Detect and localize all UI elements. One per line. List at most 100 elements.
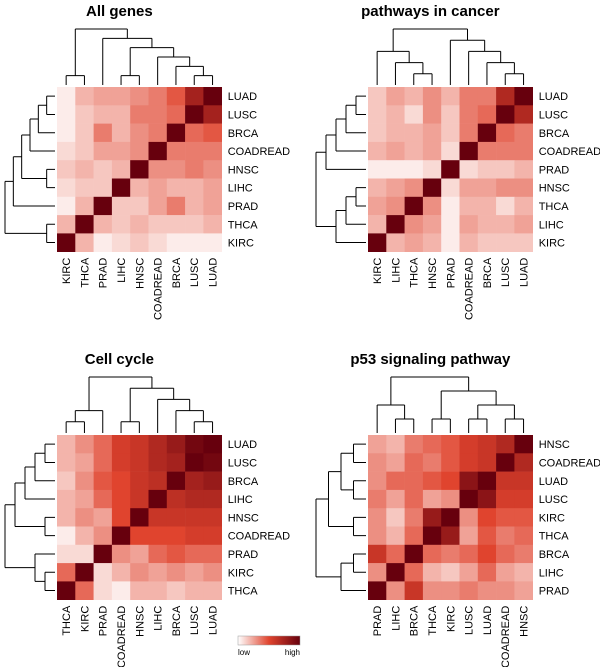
row-label: LIHC bbox=[539, 219, 564, 231]
heatmap-cell bbox=[386, 233, 405, 252]
column-label: THCA bbox=[409, 257, 421, 288]
heatmap-cell bbox=[111, 435, 131, 454]
heatmap-cell bbox=[185, 141, 204, 161]
heatmap-cell bbox=[75, 123, 94, 143]
heatmap-cell bbox=[441, 563, 460, 582]
heatmap-cell bbox=[93, 105, 113, 124]
heatmap-cell bbox=[57, 215, 76, 234]
heatmap-cell bbox=[441, 508, 460, 527]
heatmap-cell bbox=[203, 215, 222, 234]
heatmap-cell bbox=[203, 196, 222, 216]
row-label: COADREAD bbox=[539, 146, 600, 158]
heatmap-cell bbox=[203, 581, 222, 600]
column-label: LUAD bbox=[208, 258, 220, 287]
heatmap-cell bbox=[441, 196, 460, 216]
heatmap-cell bbox=[130, 526, 149, 546]
heatmap-cell bbox=[111, 508, 131, 527]
column-label: KIRC bbox=[61, 258, 73, 284]
heatmap-cell bbox=[422, 123, 442, 143]
row-dendrogram bbox=[4, 443, 55, 592]
heatmap-cell bbox=[57, 435, 76, 454]
heatmap-cell bbox=[404, 471, 424, 491]
heatmap-cell bbox=[514, 105, 533, 124]
heatmap-cell bbox=[496, 435, 515, 454]
heatmap-cell bbox=[148, 581, 168, 600]
heatmap-cell bbox=[477, 471, 497, 491]
heatmap-cell bbox=[148, 160, 168, 179]
heatmap-cell bbox=[496, 508, 515, 527]
heatmap-cell bbox=[404, 508, 424, 527]
heatmap-cell bbox=[459, 508, 479, 527]
row-label: LIHC bbox=[228, 494, 253, 506]
column-label: BRCA bbox=[171, 605, 183, 636]
heatmap-cell bbox=[130, 508, 149, 527]
column-label: THCA bbox=[79, 257, 91, 288]
heatmap-cell bbox=[93, 196, 113, 216]
heatmap-cell bbox=[57, 544, 76, 564]
heatmap-cell bbox=[514, 435, 533, 454]
heatmap-cell bbox=[368, 105, 387, 124]
heatmap-cell bbox=[404, 196, 424, 216]
heatmap-cell bbox=[496, 581, 515, 600]
panel-title: pathways in cancer bbox=[361, 3, 500, 20]
heatmap-cell bbox=[368, 87, 387, 106]
heatmap-cell bbox=[422, 215, 442, 234]
heatmap-cell bbox=[496, 178, 515, 198]
row-dendrogram bbox=[315, 443, 366, 592]
heatmap-cell bbox=[148, 526, 168, 546]
row-dendrogram bbox=[4, 95, 55, 244]
heatmap-cell bbox=[386, 160, 405, 179]
heatmap-cell bbox=[404, 544, 424, 564]
heatmap-cell bbox=[404, 581, 424, 600]
heatmap-cell bbox=[57, 526, 76, 546]
heatmap-cell bbox=[514, 563, 533, 582]
row-label: PRAD bbox=[228, 201, 259, 213]
column-label: PRAD bbox=[98, 606, 110, 637]
heatmap-cell bbox=[368, 178, 387, 198]
row-label: LUSC bbox=[539, 494, 568, 506]
row-label: HNSC bbox=[539, 183, 570, 195]
heatmap-cell bbox=[111, 526, 131, 546]
heatmap-cell bbox=[203, 563, 222, 582]
heatmap-cell bbox=[404, 123, 424, 143]
heatmap-cell bbox=[148, 87, 168, 106]
heatmap-cell bbox=[368, 508, 387, 527]
heatmap-cell bbox=[111, 233, 131, 252]
heatmap-cell bbox=[368, 471, 387, 491]
heatmap-cell bbox=[93, 160, 113, 179]
heatmap-cell bbox=[422, 178, 442, 198]
heatmap-cell bbox=[130, 160, 149, 179]
heatmap-cell bbox=[386, 581, 405, 600]
heatmap-cell bbox=[477, 489, 497, 509]
heatmap-cell bbox=[148, 123, 168, 143]
heatmap-cell bbox=[441, 581, 460, 600]
heatmap-cell bbox=[441, 453, 460, 472]
row-label: THCA bbox=[228, 219, 259, 231]
heatmap-cell bbox=[93, 215, 113, 234]
heatmap-cell bbox=[185, 544, 204, 564]
heatmap-cell bbox=[57, 141, 76, 161]
heatmap-cell bbox=[57, 87, 76, 106]
row-label: LUAD bbox=[228, 439, 257, 451]
column-label: LIHC bbox=[116, 258, 128, 283]
heatmap-cell bbox=[459, 233, 479, 252]
heatmap-cell bbox=[441, 544, 460, 564]
heatmap-cell bbox=[422, 87, 442, 106]
heatmap-cell bbox=[404, 489, 424, 509]
heatmap-cell bbox=[459, 563, 479, 582]
heatmap-cell bbox=[57, 196, 76, 216]
heatmap-cell bbox=[386, 526, 405, 546]
heatmap-cell bbox=[386, 453, 405, 472]
heatmap-cell bbox=[422, 160, 442, 179]
heatmap-cell bbox=[422, 563, 442, 582]
heatmap-cell bbox=[93, 489, 113, 509]
heatmap-cell bbox=[514, 178, 533, 198]
heatmap-cell bbox=[75, 87, 94, 106]
heatmap-cell bbox=[111, 87, 131, 106]
column-label: PRAD bbox=[372, 606, 384, 637]
heatmap-cell bbox=[203, 178, 222, 198]
heatmap-cell bbox=[477, 544, 497, 564]
heatmap-cell bbox=[477, 581, 497, 600]
heatmap-cell bbox=[404, 87, 424, 106]
